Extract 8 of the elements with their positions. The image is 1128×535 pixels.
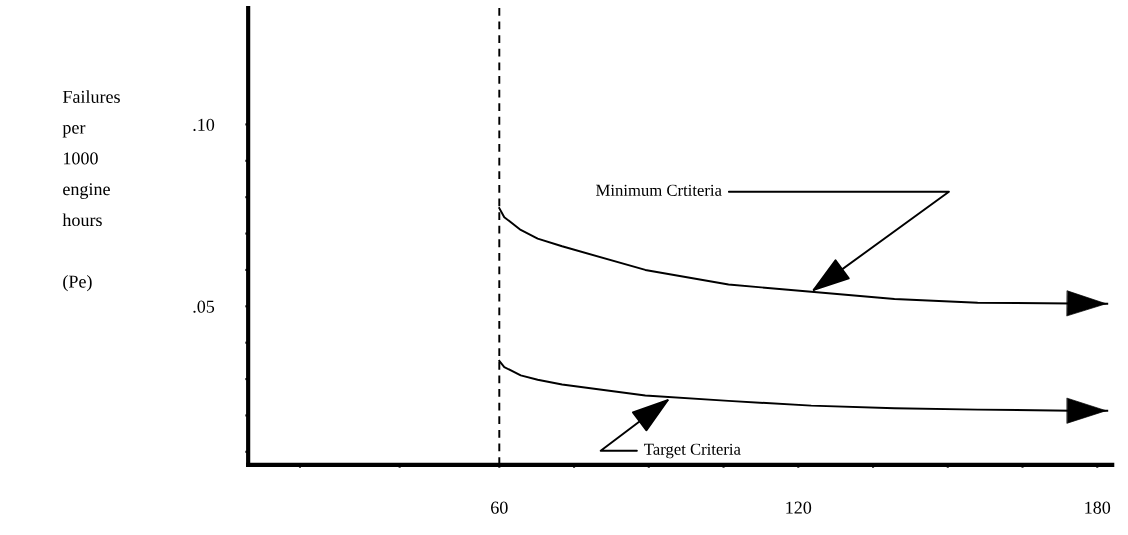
y-tick-label: .10 — [193, 118, 215, 131]
x-tick-label: 120 — [786, 501, 812, 514]
x-tick-label: 60 — [491, 501, 508, 514]
annotation: Target Criteria — [644, 443, 741, 459]
text: Failures per 1000 engine hours (Pe) — [62, 90, 120, 292]
y-tick-label: .05 — [193, 300, 215, 313]
x-tick-label: 180 — [1085, 501, 1111, 514]
annotation: Minimum Crtiteria — [596, 184, 722, 196]
